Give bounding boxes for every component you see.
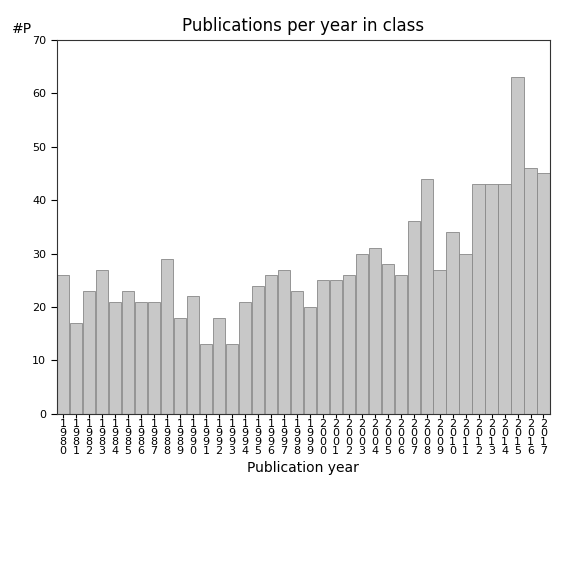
Bar: [329, 280, 342, 414]
Bar: [304, 307, 316, 414]
Bar: [122, 291, 134, 414]
Bar: [342, 275, 355, 414]
Bar: [57, 275, 69, 414]
Bar: [498, 184, 511, 414]
Bar: [200, 344, 212, 414]
Bar: [472, 184, 485, 414]
Bar: [70, 323, 82, 414]
Title: Publications per year in class: Publications per year in class: [182, 18, 425, 35]
Bar: [446, 232, 459, 414]
Bar: [161, 259, 173, 414]
Bar: [213, 318, 225, 414]
Bar: [226, 344, 238, 414]
Bar: [369, 248, 381, 414]
Bar: [459, 253, 472, 414]
Bar: [278, 269, 290, 414]
Bar: [382, 264, 394, 414]
Y-axis label: #P: #P: [12, 22, 32, 36]
Bar: [291, 291, 303, 414]
Bar: [109, 302, 121, 414]
Bar: [316, 280, 329, 414]
Bar: [434, 269, 446, 414]
Bar: [96, 269, 108, 414]
Bar: [511, 77, 524, 414]
Bar: [485, 184, 498, 414]
Bar: [135, 302, 147, 414]
Bar: [239, 302, 251, 414]
Bar: [265, 275, 277, 414]
Bar: [524, 168, 537, 414]
X-axis label: Publication year: Publication year: [247, 462, 359, 475]
Bar: [174, 318, 186, 414]
Bar: [395, 275, 407, 414]
Bar: [538, 174, 549, 414]
Bar: [252, 286, 264, 414]
Bar: [83, 291, 95, 414]
Bar: [187, 297, 199, 414]
Bar: [408, 222, 420, 414]
Bar: [421, 179, 433, 414]
Bar: [356, 253, 368, 414]
Bar: [148, 302, 160, 414]
